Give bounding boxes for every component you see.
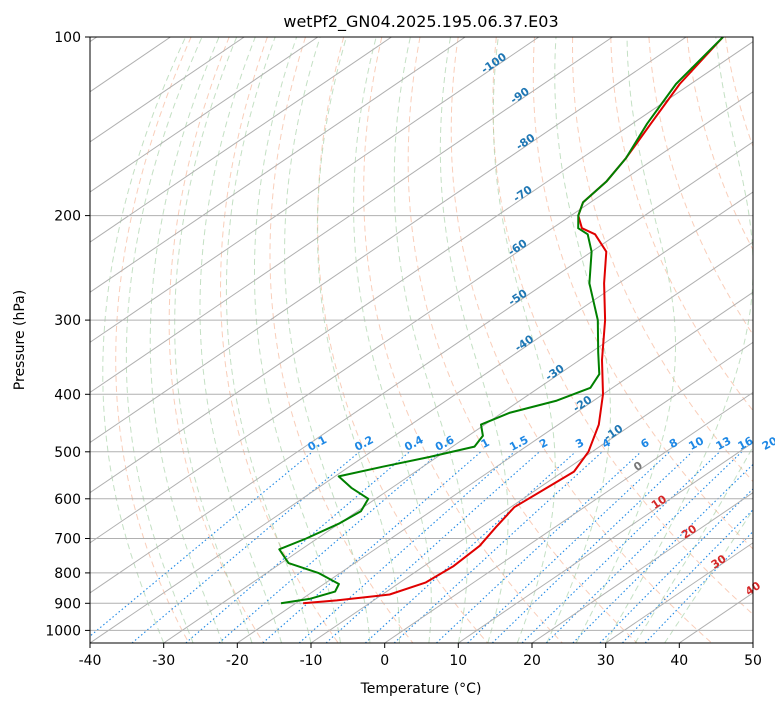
dry-adiabat-line	[532, 37, 753, 550]
y-axis-title: Pressure (hPa)	[12, 290, 28, 390]
y-tick-label: 700	[54, 532, 81, 548]
y-tick-label: 100	[54, 30, 81, 46]
isotherm-line	[90, 37, 613, 394]
x-tick-label: 30	[597, 653, 615, 669]
moist-adiabat-line	[439, 37, 509, 643]
x-axis-title: Temperature (°C)	[360, 681, 482, 697]
moist-adiabat-line	[664, 509, 753, 643]
x-tick-label: -10	[300, 653, 323, 669]
dry-adiabat-line	[269, 37, 414, 643]
dry-adiabat-line	[115, 37, 192, 643]
plot-area	[90, 37, 753, 643]
mixing-ratio-label: 20	[760, 434, 775, 453]
dry-adiabat-line	[648, 37, 753, 336]
isotherm-line	[310, 341, 753, 643]
mixing-ratio-line	[572, 463, 753, 643]
isotherm-line	[90, 37, 245, 143]
x-tick-label: -40	[79, 653, 102, 669]
x-tick-label: 40	[670, 653, 688, 669]
mixing-ratio-label: 10	[686, 434, 706, 453]
dewpoint-line	[278, 37, 724, 605]
mixing-ratio-line	[521, 451, 721, 643]
moist-adiabat-line	[174, 37, 253, 643]
isotherm-line	[90, 41, 753, 494]
y-tick-label: 900	[54, 596, 81, 612]
mixing-ratio-line	[185, 451, 410, 643]
moist-adiabat-line	[284, 37, 371, 643]
isotherm-line	[163, 241, 753, 643]
mixing-ratio-line	[467, 451, 670, 643]
moist-adiabat-line	[492, 37, 556, 643]
isotherm-line	[90, 37, 540, 343]
dry-adiabat-line	[219, 37, 339, 643]
mixing-ratio-line	[90, 451, 313, 637]
dry-adiabat-line	[610, 37, 753, 412]
mixing-ratio-line	[436, 451, 642, 643]
moist-adiabat-line	[353, 37, 432, 643]
y-tick-label: 600	[54, 492, 81, 508]
dry-adiabat-line	[450, 37, 713, 643]
isotherm-line	[90, 37, 392, 243]
y-tick-label: 200	[54, 209, 81, 225]
y-tick-label: 500	[54, 445, 81, 461]
y-tick-label: 1000	[45, 623, 81, 639]
x-tick-label: -30	[152, 653, 175, 669]
pressure-grid	[90, 37, 753, 631]
x-tick-label: 10	[449, 653, 467, 669]
x-tick-label: -20	[226, 653, 249, 669]
mixing-ratio-line	[325, 451, 540, 643]
y-tick-label: 800	[54, 566, 81, 582]
dry-adiabat-line	[492, 37, 753, 615]
mixing-ratio-line	[621, 509, 753, 643]
isotherm-line	[531, 492, 753, 643]
y-tick-label: 400	[54, 387, 81, 403]
mixing-ratio-label: 13	[714, 434, 734, 453]
mixing-ratio-line	[599, 488, 753, 643]
dry-adiabat-line	[724, 37, 753, 148]
profile-lines	[278, 37, 724, 605]
dry-adiabat-line	[363, 37, 563, 643]
mixing-ratio-label: 16	[736, 434, 756, 453]
isotherm-line	[458, 441, 753, 643]
moist-adiabat-line	[575, 37, 676, 643]
isotherm-line	[384, 391, 753, 643]
dry-adiabat-line	[686, 37, 753, 251]
dry-adiabat-line	[317, 37, 488, 643]
isotherm-line	[90, 37, 319, 193]
moist-adiabat-line	[102, 37, 187, 643]
dry-adiabat-line	[168, 37, 264, 643]
dry-adiabat-line	[407, 37, 638, 643]
dry-adiabat-line	[571, 37, 753, 483]
moist-adiabat-line	[393, 37, 468, 643]
y-tick-label: 300	[54, 313, 81, 329]
isotherm-line	[90, 191, 753, 643]
mixing-ratio-line	[131, 451, 360, 643]
isotherm-line	[237, 291, 753, 643]
mixing-ratio-line	[545, 451, 743, 643]
mixing-ratio-line	[298, 451, 515, 643]
isotherm-line	[90, 37, 687, 444]
isotherm-line	[90, 37, 466, 293]
x-tick-label: 20	[523, 653, 541, 669]
chart-title: wetPf2_GN04.2025.195.06.37.E03	[283, 12, 558, 32]
moist-adiabat-line	[316, 37, 400, 643]
moist-adiabat-line	[125, 37, 203, 643]
moist-adiabat-line	[149, 37, 224, 643]
x-tick-label: 0	[380, 653, 389, 669]
isotherm-line	[90, 91, 753, 544]
plot-frame	[89, 36, 754, 644]
x-tick-label: 50	[744, 653, 762, 669]
isotherm-line	[90, 141, 753, 594]
